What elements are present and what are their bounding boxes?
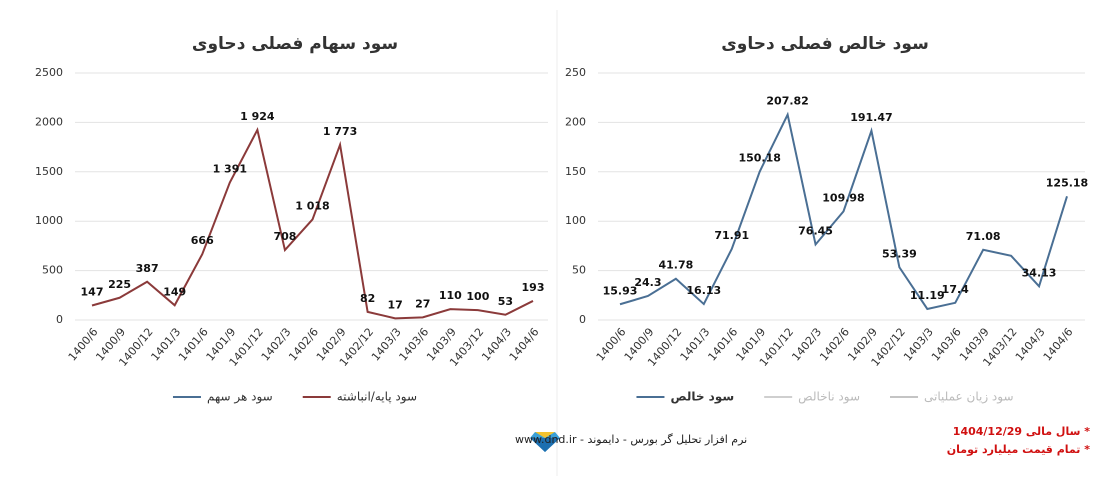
value-label: 71.08 xyxy=(966,230,1001,243)
y-tick-label: 0 xyxy=(56,313,63,326)
value-label: 17.4 xyxy=(942,283,969,296)
note: * تمام قیمت میلیارد تومان xyxy=(947,443,1090,456)
value-label: 708 xyxy=(273,230,296,243)
value-label: 27 xyxy=(415,297,430,310)
value-label: 150.18 xyxy=(738,152,780,165)
logo xyxy=(530,432,560,452)
value-label: 1 018 xyxy=(295,199,329,212)
value-label: 1 924 xyxy=(240,110,275,123)
legend: سود خالص سود ناخالص سود زیان عملیاتی xyxy=(636,390,1014,405)
value-label: 109.98 xyxy=(822,191,864,204)
value-label: 24.3 xyxy=(634,276,661,289)
y-tick-label: 50 xyxy=(572,264,586,277)
note: * سال مالی 1404/12/29 xyxy=(953,425,1090,438)
value-label: 387 xyxy=(136,262,159,275)
value-label: 71.91 xyxy=(714,229,749,242)
y-tick-label: 100 xyxy=(565,214,586,227)
value-label: 82 xyxy=(360,292,375,305)
value-label: 225 xyxy=(108,278,131,291)
legend-label: سود ناخالص xyxy=(798,390,860,405)
value-label: 100 xyxy=(466,290,489,303)
y-tick-label: 1500 xyxy=(35,165,63,178)
legend-label: سود پایه/انباشته xyxy=(337,390,417,405)
chart-title: سود سهام فصلی دحاوی xyxy=(192,34,398,54)
value-label: 110 xyxy=(439,289,462,302)
value-label: 666 xyxy=(191,234,214,247)
value-label: 191.47 xyxy=(850,111,892,124)
legend-label: سود زیان عملیاتی xyxy=(924,390,1014,405)
value-label: 193 xyxy=(522,281,545,294)
value-label: 15.93 xyxy=(603,284,638,297)
value-label: 53 xyxy=(498,295,513,308)
value-label: 1 773 xyxy=(323,125,357,138)
line xyxy=(91,127,534,320)
value-label: 41.78 xyxy=(658,259,693,272)
value-label: 17 xyxy=(388,298,403,311)
value-label: 147 xyxy=(81,285,104,298)
y-tick-label: 500 xyxy=(42,264,63,277)
chart-title: سود خالص فصلی دحاوی xyxy=(721,34,929,54)
value-label: 207.82 xyxy=(766,95,808,108)
y-tick-label: 200 xyxy=(565,115,586,128)
y-tick-label: 2500 xyxy=(35,66,63,79)
line xyxy=(619,111,1068,311)
y-tick-label: 1000 xyxy=(35,214,63,227)
value-label: 11.19 xyxy=(910,289,945,302)
y-tick-label: 250 xyxy=(565,66,586,79)
value-label: 125.18 xyxy=(1046,176,1088,189)
legend-label: سود خالص xyxy=(670,390,734,405)
value-label: 34.13 xyxy=(1022,266,1057,279)
credit: نرم افزار تحلیل گر بورس - دایموند - www.… xyxy=(515,433,747,446)
legend: سود هر سهم سود پایه/انباشته xyxy=(172,390,417,405)
value-label: 53.39 xyxy=(882,247,917,260)
value-label: 1 391 xyxy=(213,163,247,176)
y-tick-label: 150 xyxy=(565,165,586,178)
y-tick-label: 0 xyxy=(579,313,586,326)
value-label: 76.45 xyxy=(798,224,833,237)
legend-label: سود هر سهم xyxy=(207,390,273,405)
value-label: 16.13 xyxy=(686,284,721,297)
y-tick-label: 2000 xyxy=(35,115,63,128)
value-label: 149 xyxy=(163,285,186,298)
